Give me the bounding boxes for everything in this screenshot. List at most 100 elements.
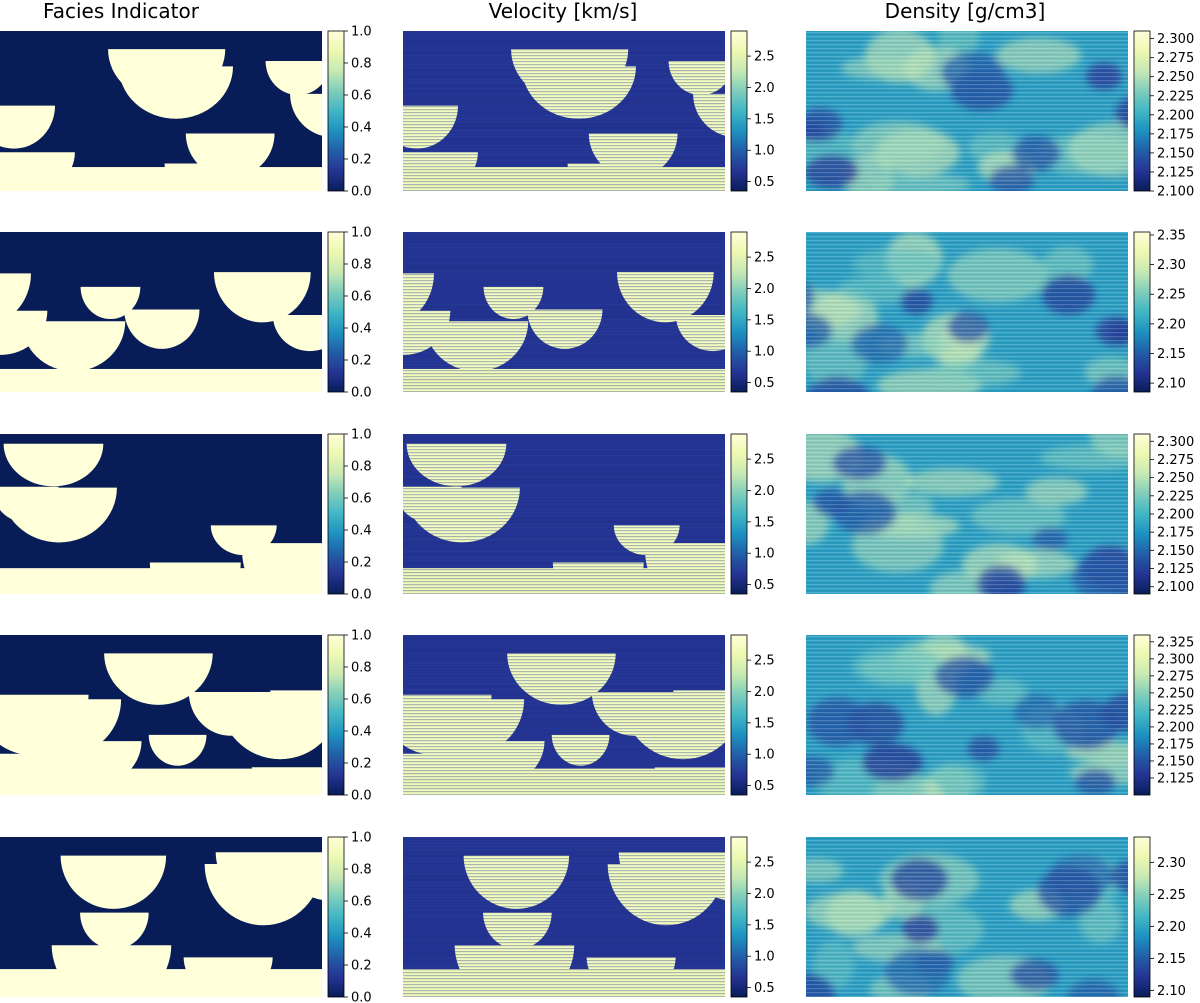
colorbar-tick-label: 0.5 xyxy=(754,175,775,190)
column-title-density: Density [g/cm3] xyxy=(885,0,1046,23)
colorbar: 2.100 2.125 2.150 2.175 2.200 2.225 2.250 2.275… xyxy=(1133,30,1194,200)
colorbar-tick-label: 0.0 xyxy=(351,789,372,804)
heatmap-image xyxy=(403,837,725,997)
colorbar-tick-label: 2.300 xyxy=(1157,435,1194,450)
heatmap-image xyxy=(403,31,725,191)
heatmap-panel-r2-facies: 0.0 0.2 0.4 0.6 0.8 1.0 xyxy=(0,226,372,401)
colorbar-tick-label: 0.6 xyxy=(351,895,372,910)
column-title-velocity: Velocity [km/s] xyxy=(489,0,638,23)
colorbar-tick-label: 0.4 xyxy=(351,725,372,740)
colorbar: 2.10 2.15 2.20 2.25 2.30 2.35 xyxy=(1133,228,1186,393)
colorbar-tick-label: 0.2 xyxy=(351,959,372,974)
colorbar-tick-label: 2.25 xyxy=(1157,888,1186,903)
heatmap-panel-r1-density: 2.100 2.125 2.150 2.175 2.200 2.225 2.250 2.275… xyxy=(806,30,1194,200)
colorbar-tick-label: 0.5 xyxy=(754,376,775,391)
colorbar-tick-label: 2.0 xyxy=(754,484,775,499)
colorbar-tick-label: 1.5 xyxy=(754,918,775,933)
colorbar-tick-label: 1.0 xyxy=(754,144,775,159)
heatmap-image xyxy=(806,837,1128,997)
colorbar-tick-label: 2.325 xyxy=(1157,635,1194,650)
colorbar-tick-label: 0.5 xyxy=(754,779,775,794)
heatmap-panel-r3-velocity: 0.5 1.0 1.5 2.0 2.5 xyxy=(403,433,775,595)
colorbar-tick-label: 2.5 xyxy=(754,50,775,65)
colorbar-tick-label: 1.0 xyxy=(351,629,372,644)
colorbar: 0.5 1.0 1.5 2.0 2.5 xyxy=(730,634,775,796)
heatmap-panel-r4-velocity: 0.5 1.0 1.5 2.0 2.5 xyxy=(403,634,775,796)
heatmap-image xyxy=(403,635,725,795)
colorbar-tick-label: 1.0 xyxy=(754,547,775,562)
colorbar: 0.5 1.0 1.5 2.0 2.5 xyxy=(730,836,775,998)
colorbar-tick-label: 1.0 xyxy=(351,831,372,846)
colorbar-tick-label: 2.200 xyxy=(1157,508,1194,523)
colorbar-tick-label: 0.4 xyxy=(351,524,372,539)
colorbar-tick-label: 2.275 xyxy=(1157,669,1194,684)
colorbar-tick-label: 2.175 xyxy=(1157,526,1194,541)
heatmap-image xyxy=(403,434,725,594)
colorbar-tick-label: 0.0 xyxy=(351,386,372,401)
heatmap-panel-r5-velocity: 0.5 1.0 1.5 2.0 2.5 xyxy=(403,836,775,998)
heatmap-image xyxy=(0,434,322,594)
colorbar-tick-label: 2.175 xyxy=(1157,127,1194,142)
colorbar: 2.100 2.125 2.150 2.175 2.200 2.225 2.250 2.275… xyxy=(1133,433,1194,595)
colorbar-tick-label: 1.0 xyxy=(351,226,372,241)
heatmap-image xyxy=(806,31,1128,191)
colorbar-tick-label: 2.125 xyxy=(1157,771,1194,786)
colorbar-tick-label: 0.6 xyxy=(351,693,372,708)
colorbar-tick-label: 2.5 xyxy=(754,856,775,871)
heatmap-panel-r3-facies: 0.0 0.2 0.4 0.6 0.8 1.0 xyxy=(0,428,372,603)
colorbar-tick-label: 1.5 xyxy=(754,112,775,127)
colorbar-tick-label: 0.8 xyxy=(351,258,372,273)
colorbar-tick-label: 2.25 xyxy=(1157,288,1186,303)
colorbar: 0.0 0.2 0.4 0.6 0.8 1.0 xyxy=(327,226,372,401)
colorbar-tick-label: 2.200 xyxy=(1157,720,1194,735)
colorbar-tick-label: 0.2 xyxy=(351,757,372,772)
colorbar-tick-label: 0.6 xyxy=(351,89,372,104)
colorbar-tick-label: 0.4 xyxy=(351,121,372,136)
colorbar-tick-label: 2.0 xyxy=(754,685,775,700)
colorbar-tick-label: 0.8 xyxy=(351,863,372,878)
colorbar-tick-label: 0.6 xyxy=(351,492,372,507)
colorbar: 0.5 1.0 1.5 2.0 2.5 xyxy=(730,231,775,393)
colorbar-tick-label: 2.10 xyxy=(1157,377,1186,392)
colorbar-tick-label: 2.0 xyxy=(754,81,775,96)
colorbar-tick-label: 1.0 xyxy=(754,950,775,965)
heatmap-image xyxy=(0,635,322,795)
colorbar-tick-label: 2.150 xyxy=(1157,146,1194,161)
colorbar-tick-label: 1.0 xyxy=(351,428,372,443)
heatmap-panel-r2-density: 2.10 2.15 2.20 2.25 2.30 2.35 xyxy=(806,228,1186,393)
colorbar-tick-label: 0.6 xyxy=(351,290,372,305)
colorbar-tick-label: 1.5 xyxy=(754,313,775,328)
colorbar-tick-label: 0.0 xyxy=(351,991,372,1003)
colorbar-tick-label: 2.125 xyxy=(1157,165,1194,180)
colorbar-tick-label: 2.5 xyxy=(754,453,775,468)
colorbar-tick-label: 0.5 xyxy=(754,578,775,593)
colorbar-tick-label: 2.30 xyxy=(1157,856,1186,871)
colorbar-tick-label: 2.0 xyxy=(754,282,775,297)
colorbar-tick-label: 2.275 xyxy=(1157,453,1194,468)
colorbar-tick-label: 0.2 xyxy=(351,556,372,571)
colorbar-tick-label: 2.0 xyxy=(754,887,775,902)
colorbar-tick-label: 2.10 xyxy=(1157,984,1186,999)
colorbar-tick-label: 0.4 xyxy=(351,322,372,337)
heatmap-panel-r2-velocity: 0.5 1.0 1.5 2.0 2.5 xyxy=(403,231,775,393)
colorbar-tick-label: 1.0 xyxy=(754,345,775,360)
colorbar-tick-label: 2.20 xyxy=(1157,920,1186,935)
heatmap-image xyxy=(403,232,725,392)
colorbar: 0.0 0.2 0.4 0.6 0.8 1.0 xyxy=(327,831,372,1003)
colorbar-tick-label: 2.175 xyxy=(1157,737,1194,752)
colorbar: 0.0 0.2 0.4 0.6 0.8 1.0 xyxy=(327,629,372,804)
heatmap-image xyxy=(806,635,1128,795)
heatmap-image xyxy=(806,232,1128,392)
colorbar-tick-label: 1.0 xyxy=(754,748,775,763)
colorbar-tick-label: 0.5 xyxy=(754,981,775,996)
colorbar-tick-label: 2.250 xyxy=(1157,70,1194,85)
colorbar-tick-label: 2.5 xyxy=(754,654,775,669)
colorbar: 0.0 0.2 0.4 0.6 0.8 1.0 xyxy=(327,25,372,200)
colorbar-tick-label: 2.250 xyxy=(1157,471,1194,486)
heatmap-panel-r1-facies: 0.0 0.2 0.4 0.6 0.8 1.0 xyxy=(0,25,372,200)
colorbar-tick-label: 2.300 xyxy=(1157,652,1194,667)
colorbar-tick-label: 2.35 xyxy=(1157,228,1186,243)
colorbar-tick-label: 2.15 xyxy=(1157,952,1186,967)
colorbar-tick-label: 2.300 xyxy=(1157,32,1194,47)
